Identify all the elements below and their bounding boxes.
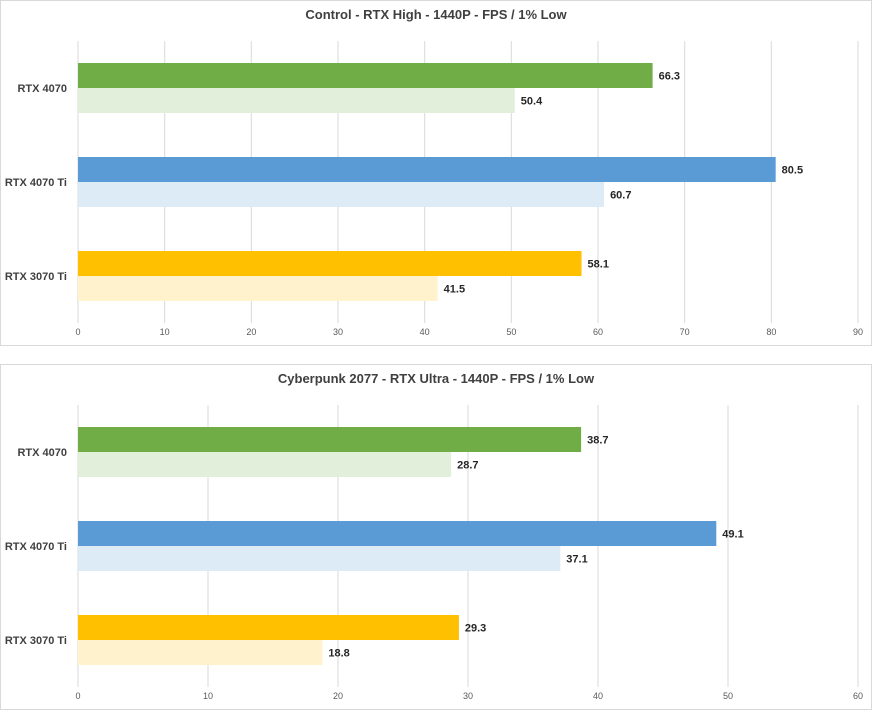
bar-chart-control: 0 10 20 30 40 50 60 70 80 90 RTX 4070 66.3 50.4 RTX 4… bbox=[5, 41, 863, 337]
x-tick-label: 40 bbox=[593, 691, 603, 701]
chart-control: Control - RTX High - 1440P - FPS / 1% Lo… bbox=[0, 0, 872, 346]
bar-fps bbox=[78, 63, 653, 88]
category-label: RTX 3070 Ti bbox=[5, 635, 67, 647]
x-tick-label: 0 bbox=[75, 691, 80, 701]
bar-1pct-low bbox=[78, 182, 605, 207]
data-label: 41.5 bbox=[444, 284, 465, 296]
data-label: 66.3 bbox=[659, 71, 680, 83]
x-tick-label: 10 bbox=[160, 327, 170, 337]
x-tick-label: 70 bbox=[680, 327, 690, 337]
data-label: 37.1 bbox=[566, 554, 587, 566]
category-label: RTX 4070 Ti bbox=[5, 541, 67, 553]
bar-fps bbox=[78, 251, 582, 276]
chart-title: Control - RTX High - 1440P - FPS / 1% Lo… bbox=[305, 7, 567, 22]
x-tick-label: 0 bbox=[75, 327, 80, 337]
data-label: 50.4 bbox=[521, 96, 543, 108]
bar-1pct-low bbox=[78, 452, 452, 477]
bar-fps bbox=[78, 615, 459, 640]
bar-fps bbox=[78, 521, 717, 546]
category-label: RTX 4070 bbox=[17, 447, 67, 459]
data-label: 28.7 bbox=[457, 460, 478, 472]
bar-fps bbox=[78, 157, 776, 182]
x-tick-label: 20 bbox=[333, 691, 343, 701]
bar-1pct-low bbox=[78, 88, 515, 113]
bar-1pct-low bbox=[78, 546, 561, 571]
x-tick-label: 90 bbox=[853, 327, 863, 337]
x-tick-label: 60 bbox=[853, 691, 863, 701]
data-label: 58.1 bbox=[588, 259, 609, 271]
x-tick-label: 40 bbox=[420, 327, 430, 337]
bar-1pct-low bbox=[78, 276, 438, 301]
x-tick-label: 20 bbox=[246, 327, 256, 337]
x-tick-label: 50 bbox=[506, 327, 516, 337]
data-label: 49.1 bbox=[722, 529, 743, 541]
x-tick-label: 10 bbox=[203, 691, 213, 701]
chart-title: Cyberpunk 2077 - RTX Ultra - 1440P - FPS… bbox=[277, 371, 595, 386]
bar-fps bbox=[78, 427, 582, 452]
x-tick-label: 50 bbox=[723, 691, 733, 701]
category-label: RTX 4070 bbox=[17, 83, 67, 95]
bar-1pct-low bbox=[78, 640, 323, 665]
x-tick-label: 30 bbox=[463, 691, 473, 701]
bar-chart-cyberpunk: 0 10 20 30 40 50 60 RTX 4070 38.7 28.7 RTX 4070 Ti… bbox=[5, 405, 863, 701]
data-label: 18.8 bbox=[328, 648, 349, 660]
x-tick-label: 80 bbox=[766, 327, 776, 337]
data-label: 80.5 bbox=[782, 165, 803, 177]
chart-cyberpunk: Cyberpunk 2077 - RTX Ultra - 1440P - FPS… bbox=[0, 364, 872, 710]
category-label: RTX 4070 Ti bbox=[5, 177, 67, 189]
data-label: 29.3 bbox=[465, 623, 486, 635]
data-label: 60.7 bbox=[610, 190, 631, 202]
x-tick-label: 60 bbox=[593, 327, 603, 337]
category-label: RTX 3070 Ti bbox=[5, 271, 67, 283]
x-tick-label: 30 bbox=[333, 327, 343, 337]
data-label: 38.7 bbox=[587, 435, 608, 447]
